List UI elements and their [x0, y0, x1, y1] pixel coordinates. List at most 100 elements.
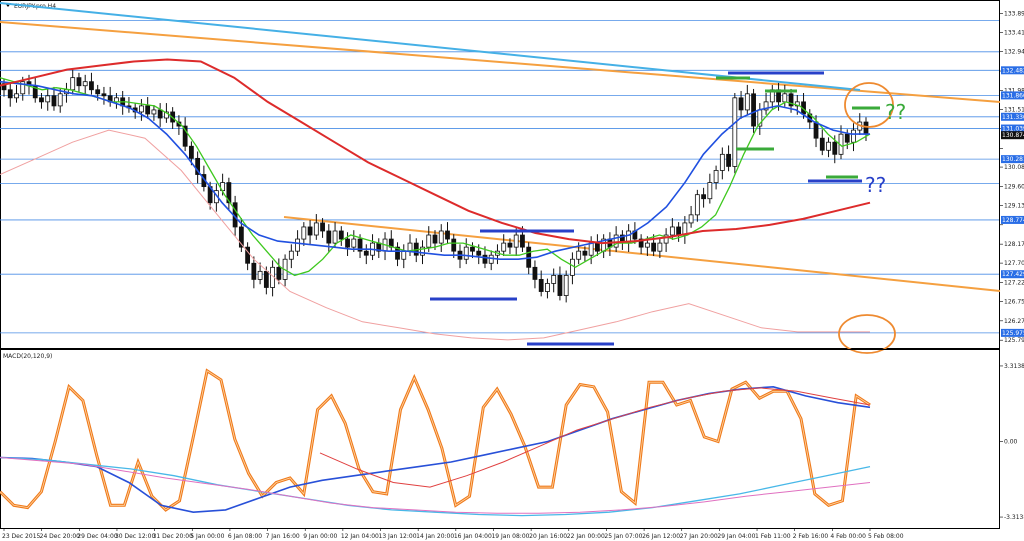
price-tick-label-13: 127.704: [1004, 260, 1024, 267]
macd-panel-frame: [0, 349, 1000, 529]
price-box-label-5: 130.281: [1002, 156, 1024, 163]
price-box-8: [1001, 328, 1024, 337]
macd-tick-label-0: 3.3138: [1004, 363, 1024, 370]
candle-body-0: [1, 83, 7, 91]
candle-body-8: [51, 95, 57, 107]
macd-lines: [0, 368, 871, 517]
candle-body-36: [226, 182, 232, 204]
macd-pink-line: [0, 457, 871, 514]
candle-body-64: [401, 250, 407, 260]
stoch-line-inner: [0, 370, 871, 511]
candle-body-12: [76, 77, 82, 87]
candle-body-110: [688, 214, 694, 224]
highlight-circle-top: [844, 82, 894, 128]
candle-body-23: [145, 105, 151, 115]
candle-body-81: [507, 242, 513, 248]
price-box-1: [1001, 91, 1024, 100]
trendline-orange-upper: [0, 21, 1001, 103]
candle-body-113: [707, 182, 713, 200]
candle-body-131: [819, 137, 825, 151]
time-tick-label-6: 6 Jan 08:00: [228, 533, 262, 540]
candle-body-107: [669, 226, 675, 236]
candle-body-13: [82, 81, 88, 87]
candle-body-95: [595, 242, 600, 252]
candle-body-93: [582, 250, 588, 256]
candle-body-133: [832, 141, 838, 155]
time-tick-label-1: 24 Dec 20:00: [40, 533, 81, 540]
candle-body-3: [20, 81, 26, 95]
time-tick-label-8: 9 Jan 00:00: [303, 533, 337, 540]
candle-body-115: [719, 153, 725, 171]
time-tick-label-15: 22 Jan 00:00: [567, 533, 605, 540]
price-box-0: [1001, 66, 1024, 75]
question-marks-green: ??: [885, 100, 906, 124]
candle-body-112: [701, 194, 706, 200]
macd-red-line: [319, 387, 871, 488]
candle-body-15: [95, 89, 101, 95]
candle-body-102: [638, 238, 644, 248]
price-box-label-6: 128.774: [1002, 217, 1024, 224]
candle-body-71: [445, 230, 450, 240]
candle-body-130: [813, 121, 819, 139]
candle-body-57: [357, 238, 363, 252]
time-tick-label-5: 5 Jan 00:00: [190, 533, 224, 540]
candle-body-7: [45, 95, 51, 103]
candle-body-92: [576, 250, 582, 260]
candle-body-120: [751, 93, 756, 127]
candle-body-138: [863, 121, 869, 135]
candle-body-82: [513, 234, 519, 248]
macd-tick-label-1: 0.00: [1004, 439, 1018, 446]
trendlines: [0, 2, 1001, 292]
price-tick-label-4: 131.984: [1004, 87, 1024, 94]
candle-body-76: [476, 250, 482, 256]
candle-body-68: [426, 234, 432, 248]
time-tick-label-14: 20 Jan 16:00: [529, 533, 567, 540]
price-box-5: [1001, 155, 1024, 164]
support-resistance-marks: [430, 71, 880, 346]
price-tick-label-10: 129.134: [1004, 202, 1024, 209]
candle-body-98: [613, 234, 619, 248]
candle-body-116: [726, 153, 731, 167]
ema-mid-line: [0, 80, 870, 261]
price-axis: 133.894 133.414 132.944 131.984 131.514 130.0…: [999, 10, 1024, 344]
candle-body-80: [501, 242, 507, 252]
macd-label: MACD(20,120,9): [3, 353, 52, 360]
candle-body-30: [188, 145, 194, 159]
price-tick-label-2: 132.944: [1004, 49, 1024, 56]
macd-panel: MACD(20,120,9) 3.3138 0.00 -3.3138: [0, 349, 1024, 529]
price-box-label-0: 132.482: [1002, 67, 1024, 74]
candle-body-56: [351, 238, 357, 248]
price-box-label-7: 127.429: [1002, 271, 1024, 278]
candle-body-126: [788, 93, 794, 107]
candle-body-41: [257, 270, 263, 280]
time-tick-label-16: 25 Jan 07:00: [604, 533, 642, 540]
candle-body-136: [851, 129, 856, 143]
candle-body-132: [826, 141, 831, 151]
candle-body-14: [89, 81, 94, 91]
time-tick-label-9: 12 Jan 04:00: [341, 533, 379, 540]
candle-body-26: [164, 111, 169, 119]
candle-body-42: [263, 270, 269, 288]
candle-body-90: [563, 274, 569, 296]
stoch-line-outer: [0, 368, 871, 512]
candle-body-51: [320, 222, 325, 232]
time-tick-label-17: 26 Jan 12:00: [642, 533, 680, 540]
price-tick-label-12: 128.174: [1004, 241, 1024, 248]
time-tick-label-18: 27 Jan 20:00: [680, 533, 718, 540]
highlight-circles: [838, 82, 896, 354]
price-box-label-1: 131.860: [1002, 92, 1024, 99]
ema-fast-line: [0, 77, 871, 277]
highlight-circle-bottom: [838, 314, 896, 354]
time-tick-label-23: 5 Feb 08:00: [868, 533, 904, 540]
candle-body-122: [763, 101, 769, 111]
time-tick-label-0: 23 Dec 2015: [2, 533, 41, 540]
candle-body-1: [7, 89, 13, 99]
price-tick-label-9: 129.604: [1004, 183, 1024, 190]
time-tick-label-7: 7 Jan 16:00: [266, 533, 300, 540]
question-marks-blue: ??: [865, 173, 886, 197]
candle-body-106: [663, 234, 669, 244]
time-tick-label-3: 30 Dec 12:00: [115, 533, 156, 540]
time-tick-label-11: 14 Jan 20:00: [416, 533, 454, 540]
macd-axis: 3.3138 0.00 -3.3138: [999, 363, 1024, 521]
